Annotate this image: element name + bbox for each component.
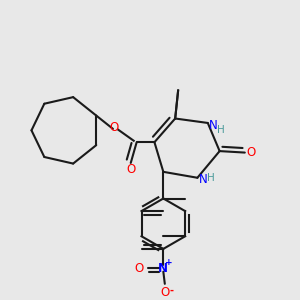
Text: N: N [199, 173, 208, 186]
Text: O: O [110, 121, 119, 134]
Text: O: O [126, 163, 135, 176]
Text: +: + [165, 258, 172, 267]
Text: H: H [207, 173, 214, 183]
Text: -: - [169, 285, 173, 295]
Text: O: O [160, 286, 170, 299]
Text: O: O [134, 262, 143, 275]
Text: N: N [209, 119, 218, 132]
Text: N: N [158, 262, 168, 275]
Text: H: H [217, 125, 225, 135]
Text: O: O [247, 146, 256, 159]
